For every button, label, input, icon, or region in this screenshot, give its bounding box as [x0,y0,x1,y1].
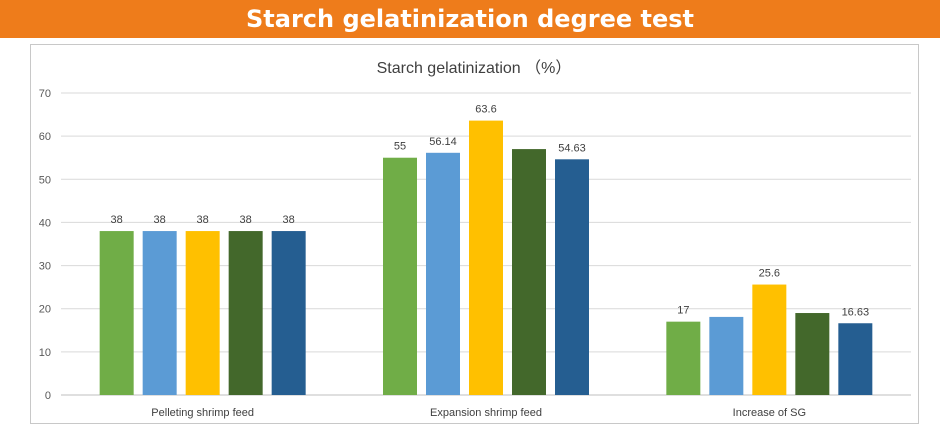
page-title: Starch gelatinization degree test [245,5,695,33]
bar [271,231,306,395]
y-tick-label: 50 [39,174,51,186]
x-category-label: Expansion shrimp feed [430,407,542,419]
bar [555,159,589,395]
bar [838,323,873,395]
data-label: 25.6 [759,268,780,280]
y-tick-label: 70 [39,88,51,100]
y-tick-label: 20 [39,304,51,316]
y-tick-label: 60 [39,131,51,143]
data-label: 56.14 [429,136,457,148]
x-category-label: Increase of SG [733,407,806,419]
data-label: 16.63 [842,306,870,318]
bar [142,231,177,395]
data-labels: 38 38 38 38 38 55 56.14 63.6 54.63 17 25.6 16.63 [111,104,870,319]
bar [228,231,263,395]
data-label: 38 [197,214,209,226]
y-tick-label: 10 [39,347,51,359]
bar [795,313,830,395]
data-label: 38 [111,214,123,226]
bar [185,231,220,395]
bar [469,120,503,396]
bar [666,321,701,395]
bar [512,149,546,395]
data-label: 38 [154,214,166,226]
data-label: 55 [394,141,406,153]
y-tick-label: 40 [39,217,51,229]
bar-chart: Starch gelatinization （%） 0 10 20 30 40 50 60 7… [39,59,911,419]
y-axis-ticks: 0 10 20 30 40 50 60 70 [39,88,51,402]
data-label: 38 [283,214,295,226]
y-tick-label: 0 [45,390,51,402]
title-banner: Starch gelatinization degree test [0,0,940,38]
data-label: 63.6 [475,104,496,116]
bar [752,284,787,395]
y-tick-label: 30 [39,261,51,273]
bars [99,120,873,396]
chart-title: Starch gelatinization （%） [377,59,572,77]
chart-frame: Starch gelatinization （%） 0 10 20 30 40 50 60 7… [30,44,919,424]
data-label: 38 [240,214,252,226]
data-label: 17 [677,305,689,317]
data-label: 54.63 [558,142,586,154]
x-category-label: Pelleting shrimp feed [151,407,254,419]
bar [709,316,744,395]
x-axis-categories: Pelleting shrimp feed Expansion shrimp fe… [151,407,806,419]
bar [383,157,417,395]
bar [99,231,134,395]
bar [426,152,460,395]
